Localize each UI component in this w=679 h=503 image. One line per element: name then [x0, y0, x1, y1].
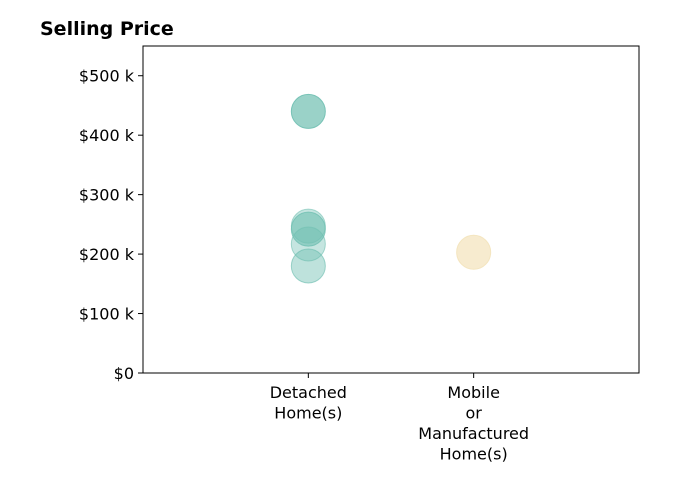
y-tick-label: $300 k [79, 186, 135, 205]
data-point [290, 211, 326, 247]
plot-area [142, 45, 640, 374]
data-point [290, 248, 326, 284]
y-tick-label: $0 [114, 364, 134, 383]
y-tick-label: $100 k [79, 305, 135, 324]
x-tick-label: Mobile or Manufactured Home(s) [418, 383, 529, 464]
chart-title: Selling Price [40, 18, 174, 40]
data-point [456, 234, 492, 270]
x-tick-label-line: Detached [270, 383, 347, 402]
x-tick-label: Detached Home(s) [270, 383, 347, 423]
y-tick-label: $400 k [79, 126, 135, 145]
data-point [290, 93, 326, 129]
data-points [290, 93, 492, 284]
x-tick-label-line: or [465, 404, 482, 423]
x-tick-label-line: Home(s) [274, 404, 342, 423]
x-tick-label-line: Home(s) [440, 445, 508, 464]
x-tick-label-line: Manufactured [418, 424, 529, 443]
x-tick-label-line: Mobile [447, 383, 499, 402]
y-tick-label: $500 k [79, 67, 135, 86]
data-point [290, 226, 326, 262]
y-tick-label: $200 k [79, 245, 135, 264]
x-axis: Detached Home(s) Mobile or Manufactured Home(… [270, 373, 529, 464]
y-axis: $0 $100 k $200 k $300 k $400 k $500 k [79, 67, 143, 383]
